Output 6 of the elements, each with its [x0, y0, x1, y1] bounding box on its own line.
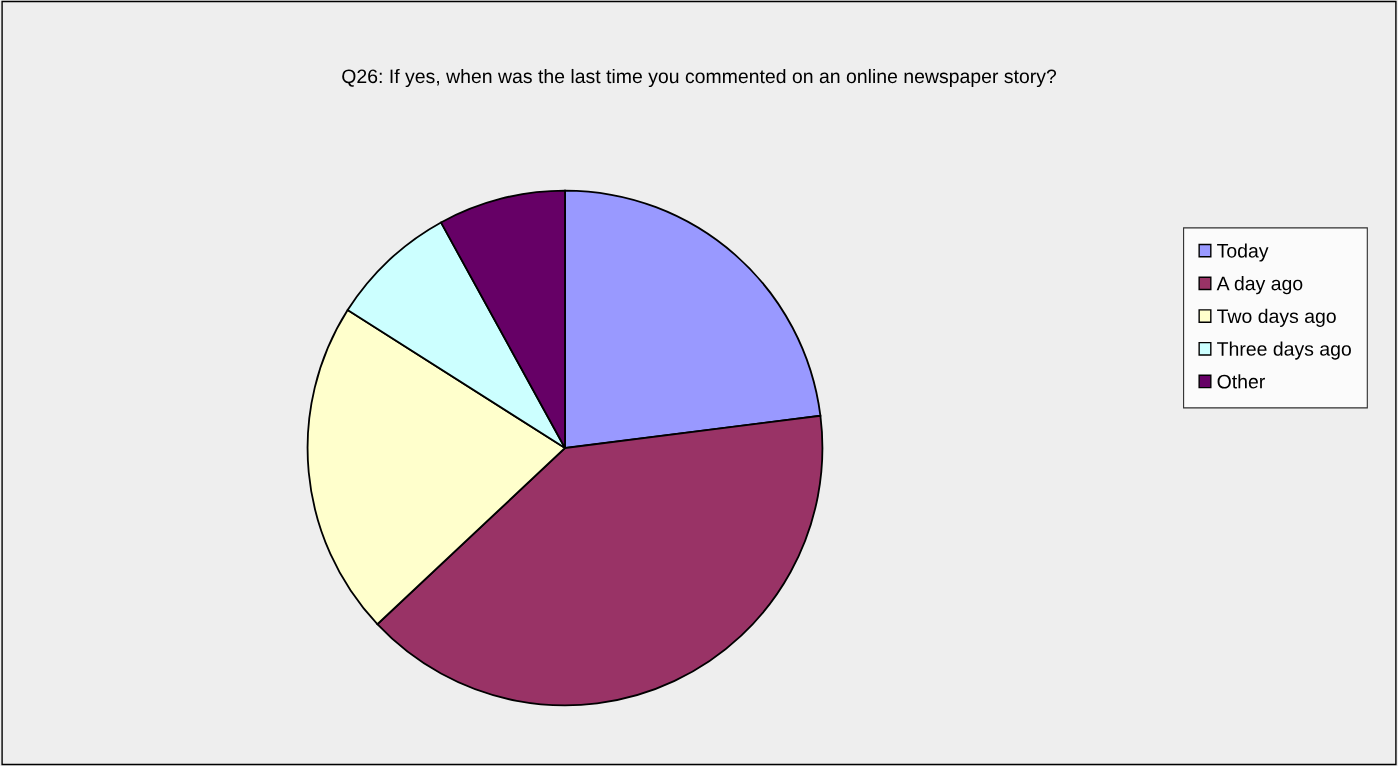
legend-label: Today [1217, 243, 1269, 262]
legend-label: Other [1217, 374, 1265, 389]
legend-label: Three days ago [1217, 341, 1351, 360]
legend-label: A day ago [1216, 276, 1303, 295]
chart-title: Q26: If yes, when was the last time you commented on an online newspaper story? [342, 68, 1057, 88]
legend-label: Two days ago [1217, 308, 1336, 327]
